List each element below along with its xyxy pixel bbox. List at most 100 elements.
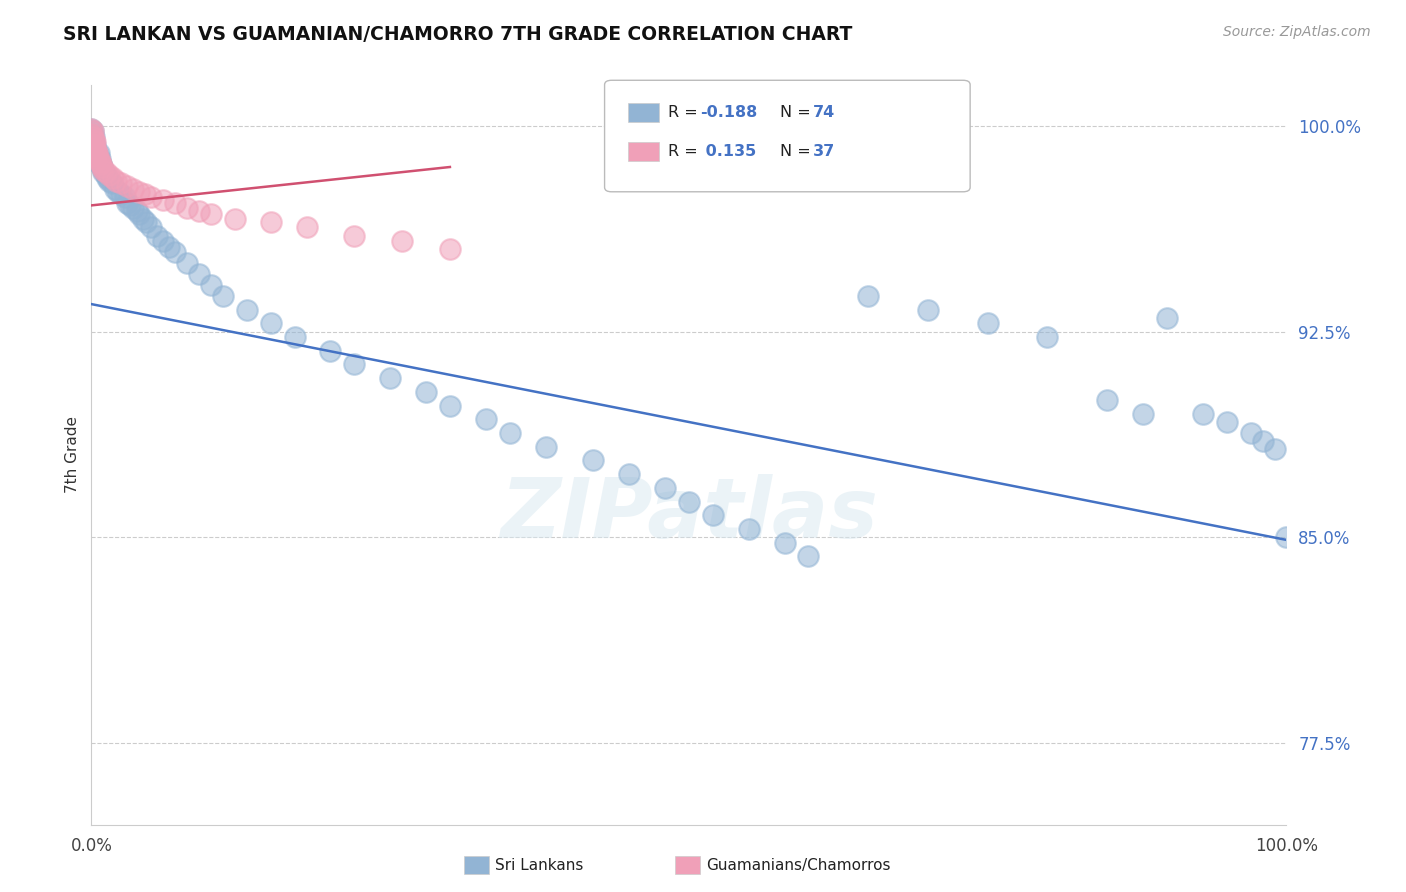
Point: [84, 144, 107, 158]
Point: [284, 330, 307, 344]
Point: [976, 316, 998, 330]
Point: [1192, 407, 1215, 421]
Point: [94, 165, 117, 179]
Point: [534, 440, 557, 454]
Point: [343, 228, 366, 243]
Point: [1240, 425, 1263, 440]
Point: [797, 549, 820, 564]
Point: [89, 152, 111, 166]
Point: [135, 215, 157, 229]
Point: [80, 121, 103, 136]
Point: [82, 129, 104, 144]
Point: [83, 132, 105, 146]
Point: [200, 206, 222, 220]
Point: [89, 154, 111, 169]
Point: [98, 174, 121, 188]
Point: [211, 289, 233, 303]
Point: [118, 198, 141, 212]
Point: [115, 179, 138, 194]
Point: [152, 193, 174, 207]
Point: [128, 206, 150, 220]
Point: [84, 141, 107, 155]
Point: [84, 136, 107, 150]
Text: 0.135: 0.135: [700, 145, 756, 159]
Point: [125, 203, 148, 218]
Point: [82, 124, 104, 138]
Point: [378, 371, 402, 385]
Point: [80, 121, 103, 136]
Point: [163, 245, 186, 260]
Point: [200, 277, 222, 292]
Point: [1156, 310, 1178, 325]
Text: Sri Lankans: Sri Lankans: [495, 858, 583, 872]
Point: [141, 190, 162, 204]
Point: [1264, 442, 1286, 457]
Point: [107, 185, 129, 199]
Text: Guamanians/Chamorros: Guamanians/Chamorros: [706, 858, 890, 872]
Point: [91, 160, 114, 174]
Text: R =: R =: [668, 105, 703, 120]
Point: [100, 177, 122, 191]
Text: 37: 37: [813, 145, 835, 159]
Point: [86, 149, 108, 163]
Point: [163, 195, 186, 210]
Point: [96, 171, 118, 186]
Point: [128, 185, 150, 199]
Point: [582, 453, 605, 467]
Point: [93, 162, 114, 177]
Point: [84, 138, 107, 153]
Point: [86, 149, 108, 163]
Point: [110, 177, 132, 191]
Point: [702, 508, 724, 523]
Text: N =: N =: [780, 145, 817, 159]
Text: SRI LANKAN VS GUAMANIAN/CHAMORRO 7TH GRADE CORRELATION CHART: SRI LANKAN VS GUAMANIAN/CHAMORRO 7TH GRA…: [63, 25, 852, 44]
Point: [98, 168, 121, 182]
Point: [115, 195, 138, 210]
Point: [1097, 393, 1119, 408]
Point: [110, 187, 132, 202]
Point: [157, 239, 180, 253]
Point: [94, 168, 117, 182]
Point: [439, 399, 461, 413]
Point: [93, 162, 114, 177]
Point: [187, 267, 211, 281]
Point: [678, 494, 700, 508]
Point: [80, 127, 103, 141]
Point: [105, 174, 128, 188]
Point: [132, 212, 155, 227]
Point: [141, 220, 162, 235]
Point: [87, 152, 110, 166]
Point: [343, 358, 366, 372]
Point: [101, 171, 124, 186]
Point: [259, 316, 281, 330]
Point: [86, 154, 108, 169]
Point: [83, 129, 105, 144]
Point: [1132, 407, 1154, 421]
Point: [1036, 330, 1059, 344]
Point: [439, 242, 461, 256]
Point: [80, 132, 103, 146]
Point: [122, 182, 145, 196]
Point: [83, 138, 105, 153]
Point: [176, 201, 198, 215]
Point: [391, 234, 413, 248]
Point: [80, 127, 103, 141]
Point: [773, 535, 796, 549]
Point: [1275, 530, 1298, 544]
Point: [1215, 415, 1237, 429]
Point: [737, 522, 759, 536]
Point: [235, 302, 259, 317]
Point: [114, 190, 136, 204]
Text: -0.188: -0.188: [700, 105, 758, 120]
Point: [134, 187, 156, 202]
Text: R =: R =: [668, 145, 703, 159]
Point: [93, 165, 114, 179]
Text: N =: N =: [780, 105, 817, 120]
Point: [619, 467, 641, 482]
Point: [146, 228, 169, 243]
Point: [86, 146, 108, 161]
Point: [259, 215, 281, 229]
Point: [224, 212, 246, 227]
Point: [82, 136, 104, 150]
Point: [83, 141, 105, 155]
